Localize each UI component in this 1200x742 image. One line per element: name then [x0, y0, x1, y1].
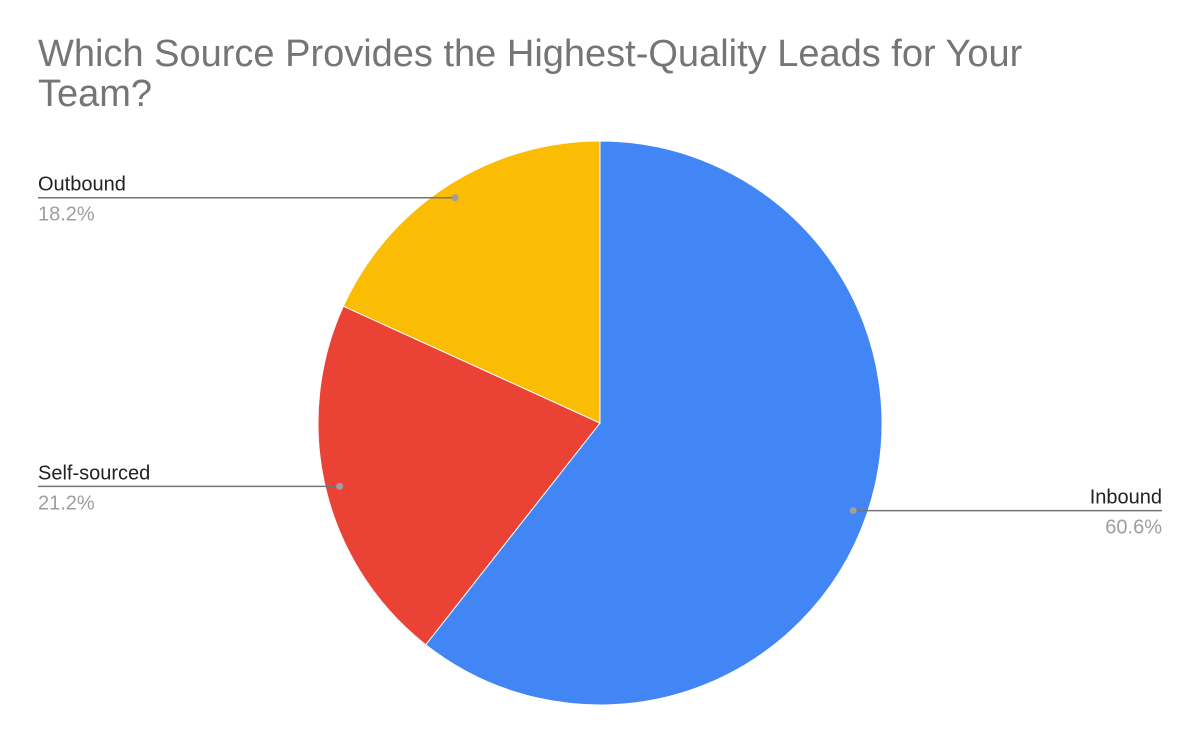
- pie-slice: [425, 140, 883, 706]
- slice-value-label: 60.6%: [1105, 517, 1162, 539]
- slice-value-label: 21.2%: [38, 492, 95, 514]
- slice-label: Inbound: [1090, 487, 1162, 509]
- chart-title: Which Source Provides the Highest-Qualit…: [38, 33, 1023, 115]
- pie-slice: [342, 140, 601, 424]
- leader-dot: [849, 507, 857, 515]
- pie-slice: [317, 305, 601, 646]
- leader-dot: [336, 482, 344, 490]
- slice-value-label: 18.2%: [38, 204, 95, 226]
- slice-label: Outbound: [38, 174, 126, 196]
- leader-dot: [451, 194, 459, 202]
- slice-label: Self-sourced: [38, 462, 150, 484]
